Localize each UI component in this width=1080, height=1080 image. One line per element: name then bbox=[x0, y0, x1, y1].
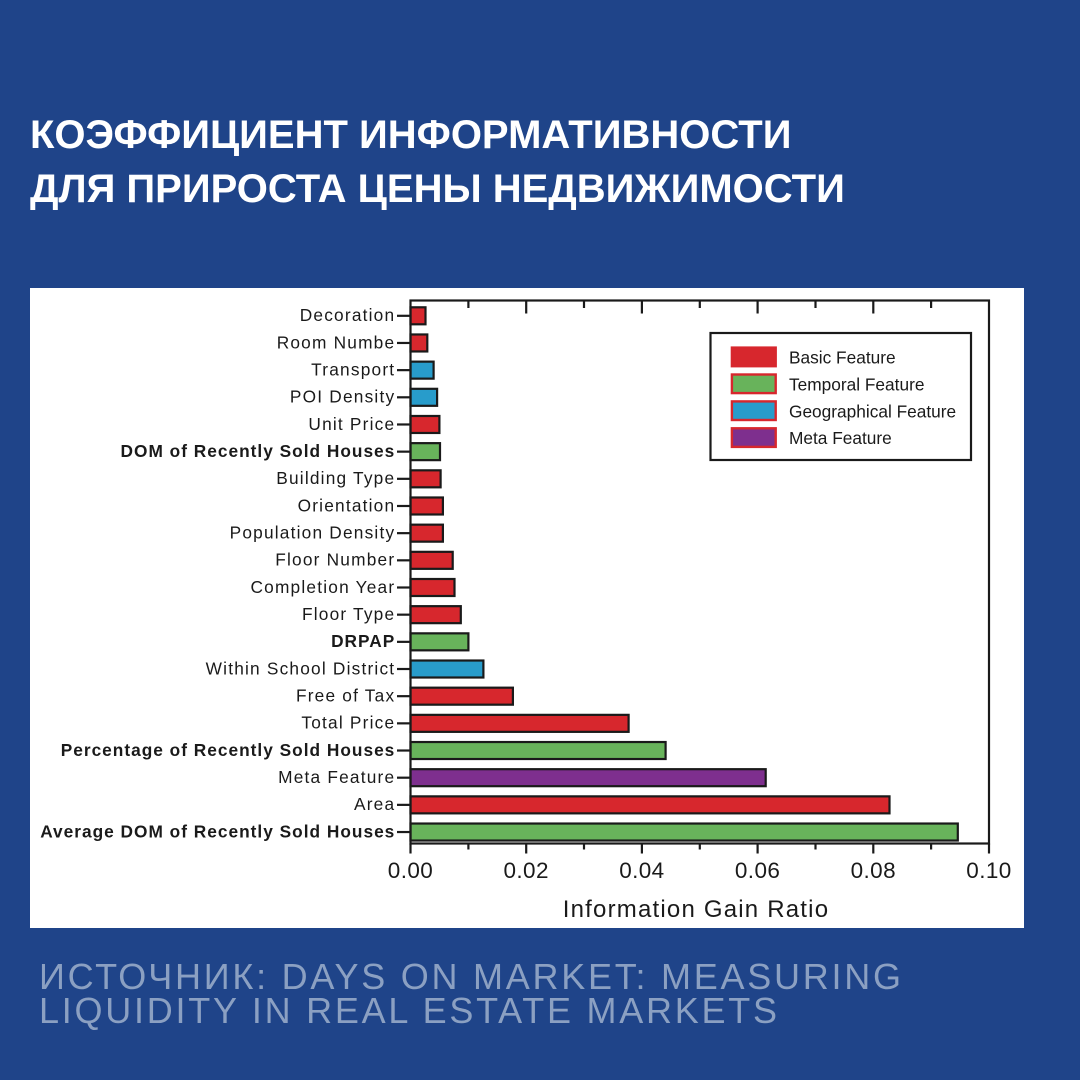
svg-text:Average DOM of Recently Sold H: Average DOM of Recently Sold Houses bbox=[40, 821, 395, 841]
svg-text:Completion Year: Completion Year bbox=[250, 577, 395, 597]
svg-text:Information Gain Ratio: Information Gain Ratio bbox=[563, 896, 830, 923]
svg-text:Basic Feature: Basic Feature bbox=[789, 348, 896, 368]
svg-text:Unit Price: Unit Price bbox=[308, 414, 395, 434]
svg-text:Temporal Feature: Temporal Feature bbox=[789, 374, 924, 394]
svg-text:0.10: 0.10 bbox=[966, 858, 1011, 883]
svg-text:Population Density: Population Density bbox=[230, 522, 396, 542]
svg-text:Floor Number: Floor Number bbox=[275, 550, 395, 570]
svg-text:Percentage of Recently Sold Ho: Percentage of Recently Sold Houses bbox=[61, 740, 396, 760]
svg-text:Room Numbe: Room Numbe bbox=[277, 332, 396, 352]
svg-text:0.08: 0.08 bbox=[851, 858, 896, 883]
svg-text:POI Density: POI Density bbox=[290, 387, 395, 407]
svg-text:Meta Feature: Meta Feature bbox=[789, 428, 892, 448]
svg-text:Meta Feature: Meta Feature bbox=[278, 767, 395, 787]
svg-text:Floor Type: Floor Type bbox=[302, 604, 395, 624]
svg-text:Transport: Transport bbox=[311, 359, 395, 379]
svg-text:Area: Area bbox=[354, 794, 395, 814]
svg-text:Total Price: Total Price bbox=[301, 713, 395, 733]
svg-text:0.00: 0.00 bbox=[388, 858, 433, 883]
svg-text:DOM of Recently Sold Houses: DOM of Recently Sold Houses bbox=[121, 441, 396, 461]
svg-text:0.02: 0.02 bbox=[503, 858, 548, 883]
svg-text:Geographical Feature: Geographical Feature bbox=[789, 401, 956, 421]
svg-text:Within School District: Within School District bbox=[206, 658, 396, 678]
svg-text:0.04: 0.04 bbox=[619, 858, 664, 883]
svg-text:DRPAP: DRPAP bbox=[331, 631, 395, 651]
svg-text:Free of Tax: Free of Tax bbox=[296, 685, 395, 705]
svg-text:Orientation: Orientation bbox=[298, 495, 396, 515]
svg-text:0.06: 0.06 bbox=[735, 858, 780, 883]
svg-text:Decoration: Decoration bbox=[300, 305, 396, 325]
svg-text:Building Type: Building Type bbox=[276, 468, 395, 488]
